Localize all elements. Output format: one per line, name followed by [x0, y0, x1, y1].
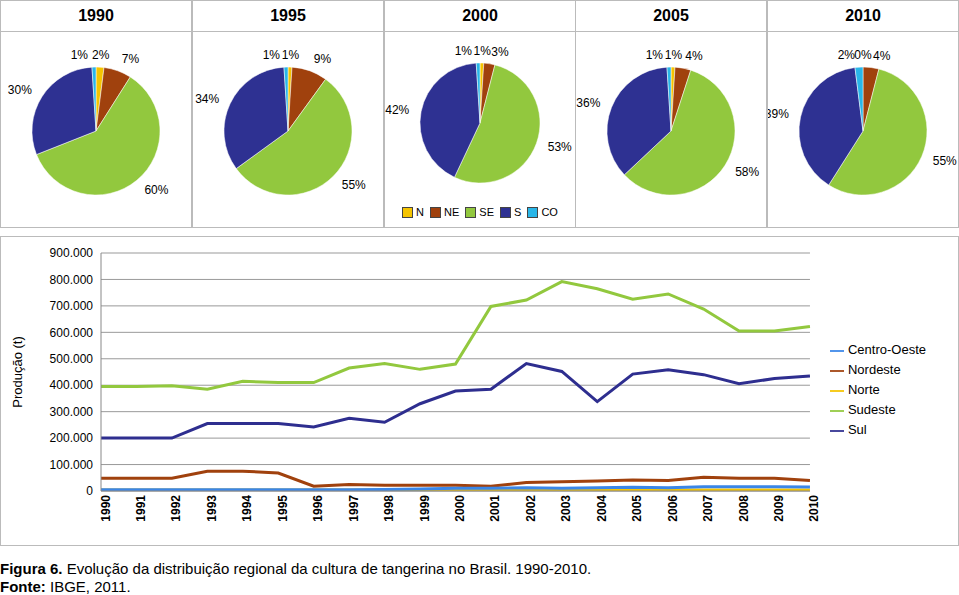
svg-text:2000: 2000	[453, 495, 467, 522]
svg-text:2009: 2009	[772, 495, 786, 522]
svg-text:1998: 1998	[382, 495, 396, 522]
svg-text:2010: 2010	[807, 495, 821, 522]
svg-text:34%: 34%	[195, 92, 219, 106]
svg-text:60%: 60%	[144, 183, 168, 197]
html-text:N: N	[416, 206, 425, 218]
html-text:Nordeste: Nordeste	[848, 362, 901, 377]
html-text:1995: 1995	[270, 7, 306, 24]
svg-text:4%: 4%	[873, 49, 891, 63]
svg-text:100.000: 100.000	[50, 458, 94, 472]
svg-text:1%: 1%	[71, 48, 89, 62]
svg-text:2002: 2002	[524, 495, 538, 522]
svg-text:36%: 36%	[576, 96, 600, 110]
svg-text:2006: 2006	[666, 495, 680, 522]
svg-text:1%: 1%	[474, 44, 492, 58]
html-text:Fonte: IBGE, 2011.: Fonte: IBGE, 2011.	[0, 578, 131, 595]
html-text:2005: 2005	[653, 7, 689, 24]
svg-text:2%: 2%	[92, 48, 110, 62]
html-text:SE: SE	[479, 206, 494, 218]
svg-text:30%: 30%	[8, 83, 32, 97]
html-text:Centro-Oeste: Centro-Oeste	[848, 342, 926, 357]
svg-text:900.000: 900.000	[50, 246, 94, 260]
svg-text:39%: 39%	[768, 107, 789, 121]
svg-text:1991: 1991	[134, 495, 148, 522]
html-text:2000: 2000	[462, 7, 498, 24]
svg-text:1%: 1%	[263, 48, 281, 62]
svg-text:7%: 7%	[122, 52, 140, 66]
svg-text:600.000: 600.000	[50, 326, 94, 340]
svg-text:400.000: 400.000	[50, 378, 94, 392]
svg-text:1%: 1%	[455, 44, 473, 58]
html-text:2010: 2010	[845, 7, 881, 24]
svg-text:2005: 2005	[630, 495, 644, 522]
svg-text:1992: 1992	[169, 495, 183, 522]
svg-text:800.000: 800.000	[50, 273, 94, 287]
svg-text:9%: 9%	[314, 52, 332, 66]
svg-text:55%: 55%	[933, 154, 951, 168]
svg-text:500.000: 500.000	[50, 352, 94, 366]
html-text:S: S	[514, 206, 522, 218]
svg-text:1999: 1999	[418, 495, 432, 522]
svg-text:1990: 1990	[99, 495, 113, 522]
svg-text:1997: 1997	[347, 495, 361, 522]
html-text:CO: CO	[541, 206, 558, 218]
svg-text:2007: 2007	[701, 495, 715, 522]
svg-text:1993: 1993	[205, 495, 219, 522]
html-text:NE: NE	[444, 206, 460, 218]
svg-text:300.000: 300.000	[50, 405, 94, 419]
svg-text:1%: 1%	[646, 48, 664, 62]
svg-text:Produção (t): Produção (t)	[10, 336, 25, 408]
svg-text:1%: 1%	[665, 48, 683, 62]
html-text:Norte: Norte	[848, 382, 880, 397]
svg-text:53%: 53%	[548, 140, 572, 154]
svg-text:1994: 1994	[240, 495, 254, 522]
svg-text:2008: 2008	[737, 495, 751, 522]
svg-text:700.000: 700.000	[50, 299, 94, 313]
html-text:Figura 6. Evolução da distribu: Figura 6. Evolução da distribuição regio…	[0, 560, 592, 577]
svg-text:2004: 2004	[595, 495, 609, 522]
svg-text:1995: 1995	[276, 495, 290, 522]
svg-text:0%: 0%	[854, 48, 872, 62]
html-text:Sudeste: Sudeste	[848, 402, 896, 417]
svg-text:2001: 2001	[488, 495, 502, 522]
html-text:Sul: Sul	[848, 422, 867, 437]
svg-text:2%: 2%	[838, 48, 856, 62]
svg-text:58%: 58%	[735, 165, 759, 179]
svg-text:1%: 1%	[282, 48, 300, 62]
svg-text:0: 0	[86, 484, 93, 498]
svg-text:200.000: 200.000	[50, 431, 94, 445]
svg-text:1996: 1996	[311, 495, 325, 522]
svg-text:55%: 55%	[342, 178, 366, 192]
svg-text:2003: 2003	[559, 495, 573, 522]
svg-text:42%: 42%	[385, 103, 409, 117]
svg-text:3%: 3%	[491, 45, 509, 59]
html-text:1990: 1990	[78, 7, 114, 24]
svg-text:4%: 4%	[685, 49, 703, 63]
